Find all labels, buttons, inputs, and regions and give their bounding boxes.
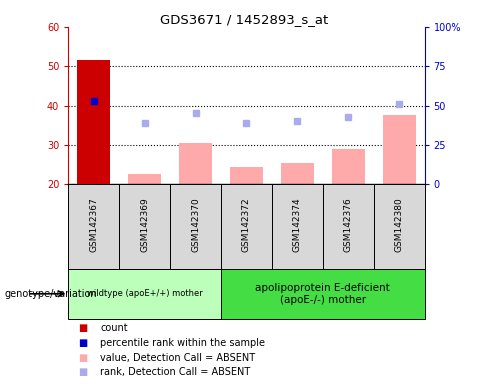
Text: ■: ■ <box>78 323 87 333</box>
FancyBboxPatch shape <box>119 184 170 269</box>
Bar <box>230 167 263 184</box>
Text: GSM142367: GSM142367 <box>89 197 98 252</box>
Text: count: count <box>100 323 128 333</box>
Bar <box>332 149 365 184</box>
Text: GSM142380: GSM142380 <box>395 197 404 252</box>
Text: apolipoprotein E-deficient
(apoE-/-) mother: apolipoprotein E-deficient (apoE-/-) mot… <box>255 283 390 305</box>
Bar <box>128 174 161 184</box>
FancyBboxPatch shape <box>221 184 272 269</box>
Text: genotype/variation: genotype/variation <box>5 289 98 299</box>
Text: GSM142369: GSM142369 <box>140 197 149 252</box>
Text: value, Detection Call = ABSENT: value, Detection Call = ABSENT <box>100 353 255 362</box>
Bar <box>179 143 212 184</box>
Text: ■: ■ <box>78 338 87 348</box>
Bar <box>383 116 416 184</box>
Text: GSM142372: GSM142372 <box>242 197 251 252</box>
FancyBboxPatch shape <box>68 184 119 269</box>
Text: ■: ■ <box>78 367 87 377</box>
Bar <box>281 163 314 184</box>
Text: GDS3671 / 1452893_s_at: GDS3671 / 1452893_s_at <box>160 13 328 26</box>
Text: GSM142376: GSM142376 <box>344 197 353 252</box>
Text: GSM142374: GSM142374 <box>293 197 302 252</box>
Text: ■: ■ <box>78 353 87 362</box>
Bar <box>77 60 110 184</box>
Text: percentile rank within the sample: percentile rank within the sample <box>100 338 265 348</box>
FancyBboxPatch shape <box>68 269 221 319</box>
FancyBboxPatch shape <box>272 184 323 269</box>
Text: wildtype (apoE+/+) mother: wildtype (apoE+/+) mother <box>87 289 203 298</box>
Text: GSM142370: GSM142370 <box>191 197 200 252</box>
FancyBboxPatch shape <box>374 184 425 269</box>
FancyBboxPatch shape <box>170 184 221 269</box>
Text: rank, Detection Call = ABSENT: rank, Detection Call = ABSENT <box>100 367 250 377</box>
FancyBboxPatch shape <box>323 184 374 269</box>
FancyBboxPatch shape <box>221 269 425 319</box>
